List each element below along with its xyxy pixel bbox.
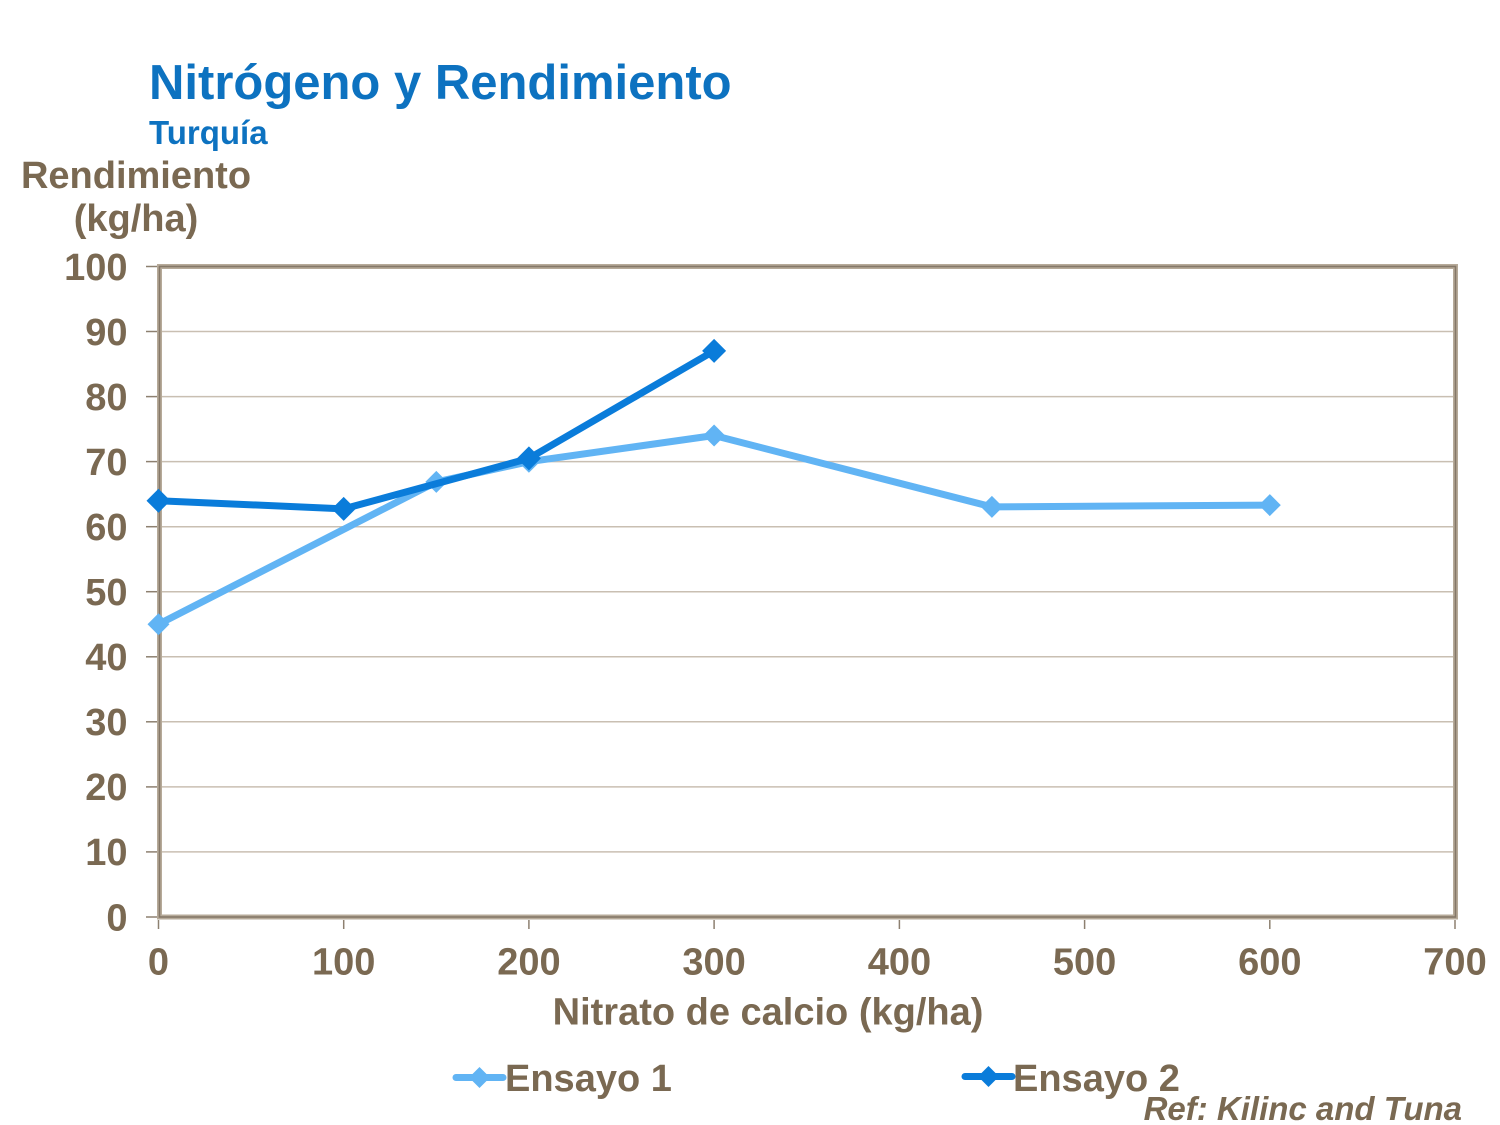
svg-text:0: 0 bbox=[148, 942, 169, 984]
svg-text:30: 30 bbox=[85, 702, 127, 744]
svg-text:(kg/ha): (kg/ha) bbox=[74, 198, 199, 240]
svg-text:700: 700 bbox=[1423, 942, 1486, 984]
svg-text:Ensayo 1: Ensayo 1 bbox=[505, 1058, 672, 1100]
svg-text:Ref: Kilinc and Tuna: Ref: Kilinc and Tuna bbox=[1144, 1090, 1462, 1125]
svg-text:40: 40 bbox=[85, 637, 127, 679]
svg-text:20: 20 bbox=[85, 767, 127, 809]
svg-text:100: 100 bbox=[64, 247, 127, 289]
svg-text:500: 500 bbox=[1053, 942, 1116, 984]
svg-text:Turquía: Turquía bbox=[149, 114, 268, 151]
svg-text:200: 200 bbox=[497, 942, 560, 984]
svg-text:400: 400 bbox=[868, 942, 931, 984]
svg-text:Nitrato de calcio (kg/ha): Nitrato de calcio (kg/ha) bbox=[553, 992, 984, 1034]
svg-text:600: 600 bbox=[1238, 942, 1301, 984]
svg-text:70: 70 bbox=[85, 442, 127, 484]
svg-text:80: 80 bbox=[85, 377, 127, 419]
svg-text:10: 10 bbox=[85, 832, 127, 874]
svg-text:Rendimiento: Rendimiento bbox=[21, 155, 251, 197]
svg-text:60: 60 bbox=[85, 507, 127, 549]
svg-text:50: 50 bbox=[85, 572, 127, 614]
svg-text:90: 90 bbox=[85, 312, 127, 354]
svg-text:Ensayo 2: Ensayo 2 bbox=[1013, 1058, 1180, 1100]
svg-text:300: 300 bbox=[682, 942, 745, 984]
svg-text:Nitrógeno y Rendimiento: Nitrógeno y Rendimiento bbox=[149, 56, 732, 110]
svg-text:100: 100 bbox=[312, 942, 375, 984]
svg-text:0: 0 bbox=[106, 897, 127, 939]
